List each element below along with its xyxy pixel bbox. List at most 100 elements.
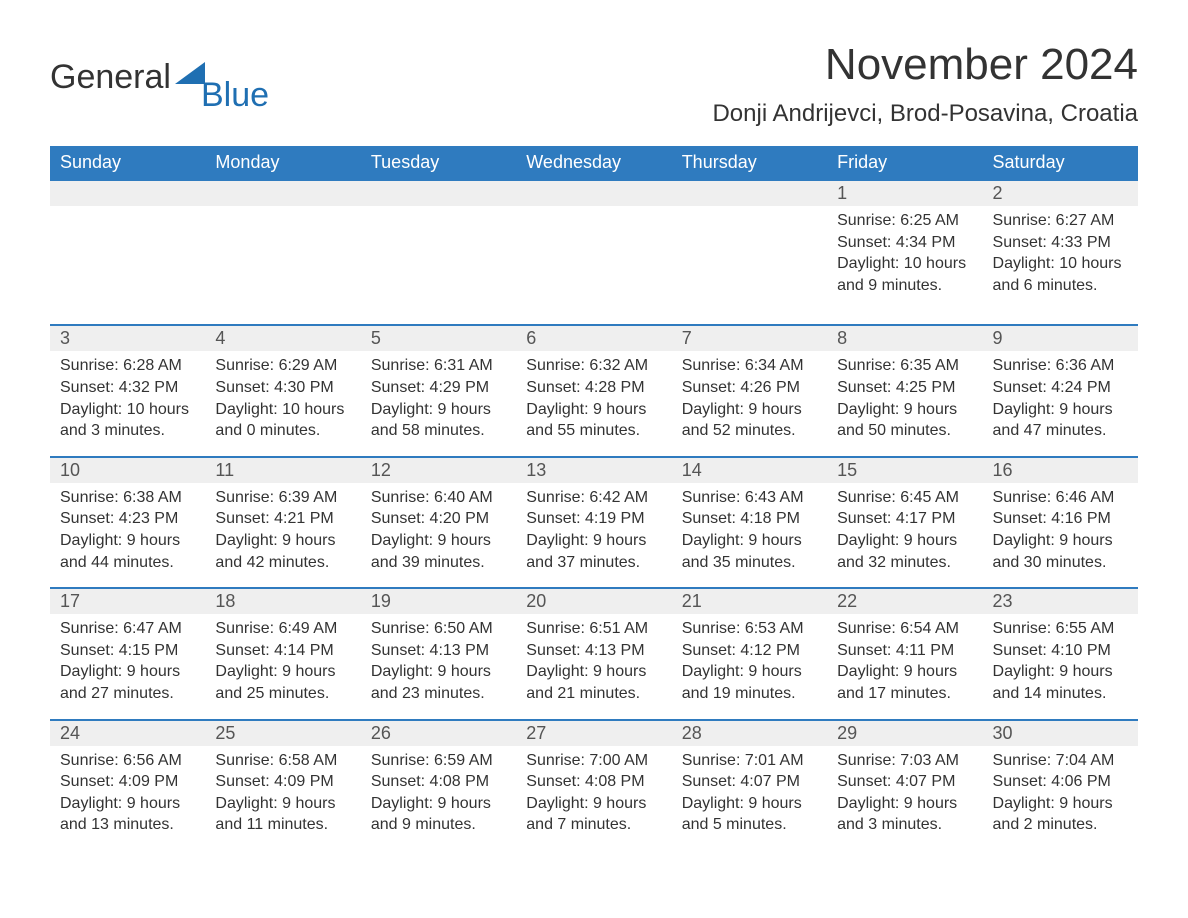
day-number-cell: 25 — [205, 720, 360, 746]
day-body-cell: Sunrise: 6:53 AMSunset: 4:12 PMDaylight:… — [672, 614, 827, 719]
day-number-cell: 27 — [516, 720, 671, 746]
day-body-cell: Sunrise: 6:59 AMSunset: 4:08 PMDaylight:… — [361, 746, 516, 850]
daylight-line: Daylight: 9 hours and 14 minutes. — [993, 661, 1128, 704]
day-body-cell: Sunrise: 6:43 AMSunset: 4:18 PMDaylight:… — [672, 483, 827, 588]
day-body-cell — [361, 206, 516, 325]
daylight-line: Daylight: 9 hours and 37 minutes. — [526, 530, 661, 573]
sunrise-line: Sunrise: 6:59 AM — [371, 750, 506, 772]
sunrise-line: Sunrise: 6:25 AM — [837, 210, 972, 232]
logo: General Blue — [50, 60, 273, 94]
sunrise-line: Sunrise: 7:03 AM — [837, 750, 972, 772]
day-number-cell: 29 — [827, 720, 982, 746]
sunrise-line: Sunrise: 6:54 AM — [837, 618, 972, 640]
sunset-line: Sunset: 4:19 PM — [526, 508, 661, 530]
day-body-cell: Sunrise: 6:38 AMSunset: 4:23 PMDaylight:… — [50, 483, 205, 588]
sunrise-line: Sunrise: 6:32 AM — [526, 355, 661, 377]
day-body-cell: Sunrise: 6:32 AMSunset: 4:28 PMDaylight:… — [516, 351, 671, 456]
sunset-line: Sunset: 4:25 PM — [837, 377, 972, 399]
sunrise-line: Sunrise: 6:31 AM — [371, 355, 506, 377]
sunrise-line: Sunrise: 6:49 AM — [215, 618, 350, 640]
daylight-line: Daylight: 9 hours and 21 minutes. — [526, 661, 661, 704]
day-number-cell: 3 — [50, 325, 205, 351]
weekday-header-row: Sunday Monday Tuesday Wednesday Thursday… — [50, 146, 1138, 180]
sunrise-line: Sunrise: 6:47 AM — [60, 618, 195, 640]
daylight-line: Daylight: 9 hours and 30 minutes. — [993, 530, 1128, 573]
sunrise-line: Sunrise: 7:04 AM — [993, 750, 1128, 772]
sunset-line: Sunset: 4:15 PM — [60, 640, 195, 662]
day-body-cell: Sunrise: 6:31 AMSunset: 4:29 PMDaylight:… — [361, 351, 516, 456]
day-body-cell: Sunrise: 6:36 AMSunset: 4:24 PMDaylight:… — [983, 351, 1138, 456]
day-body-cell — [672, 206, 827, 325]
month-title: November 2024 — [712, 40, 1138, 90]
sunrise-line: Sunrise: 6:40 AM — [371, 487, 506, 509]
day-body-cell — [50, 206, 205, 325]
sunrise-line: Sunrise: 6:27 AM — [993, 210, 1128, 232]
day-body-cell — [205, 206, 360, 325]
day-number-cell: 19 — [361, 588, 516, 614]
daylight-line: Daylight: 9 hours and 55 minutes. — [526, 399, 661, 442]
day-body-cell — [516, 206, 671, 325]
sunrise-line: Sunrise: 6:28 AM — [60, 355, 195, 377]
day-number-cell: 10 — [50, 457, 205, 483]
sunset-line: Sunset: 4:24 PM — [993, 377, 1128, 399]
day-number-cell: 28 — [672, 720, 827, 746]
day-number-cell: 20 — [516, 588, 671, 614]
sunset-line: Sunset: 4:29 PM — [371, 377, 506, 399]
sunset-line: Sunset: 4:17 PM — [837, 508, 972, 530]
sunset-line: Sunset: 4:11 PM — [837, 640, 972, 662]
weekday-header: Thursday — [672, 146, 827, 180]
daylight-line: Daylight: 9 hours and 52 minutes. — [682, 399, 817, 442]
day-number-cell: 21 — [672, 588, 827, 614]
week-body-row: Sunrise: 6:25 AMSunset: 4:34 PMDaylight:… — [50, 206, 1138, 325]
sunrise-line: Sunrise: 6:38 AM — [60, 487, 195, 509]
week-body-row: Sunrise: 6:28 AMSunset: 4:32 PMDaylight:… — [50, 351, 1138, 456]
day-body-cell: Sunrise: 7:04 AMSunset: 4:06 PMDaylight:… — [983, 746, 1138, 850]
sunset-line: Sunset: 4:21 PM — [215, 508, 350, 530]
sunrise-line: Sunrise: 6:50 AM — [371, 618, 506, 640]
week-daynum-row: 3456789 — [50, 325, 1138, 351]
sunrise-line: Sunrise: 6:51 AM — [526, 618, 661, 640]
day-body-cell: Sunrise: 6:34 AMSunset: 4:26 PMDaylight:… — [672, 351, 827, 456]
daylight-line: Daylight: 9 hours and 11 minutes. — [215, 793, 350, 836]
day-body-cell: Sunrise: 6:50 AMSunset: 4:13 PMDaylight:… — [361, 614, 516, 719]
day-body-cell: Sunrise: 6:28 AMSunset: 4:32 PMDaylight:… — [50, 351, 205, 456]
day-body-cell: Sunrise: 6:42 AMSunset: 4:19 PMDaylight:… — [516, 483, 671, 588]
day-body-cell: Sunrise: 7:00 AMSunset: 4:08 PMDaylight:… — [516, 746, 671, 850]
weekday-header: Saturday — [983, 146, 1138, 180]
day-number-cell: 7 — [672, 325, 827, 351]
week-daynum-row: 17181920212223 — [50, 588, 1138, 614]
day-number-cell: 24 — [50, 720, 205, 746]
day-number-cell: 9 — [983, 325, 1138, 351]
sunrise-line: Sunrise: 7:00 AM — [526, 750, 661, 772]
weekday-header: Friday — [827, 146, 982, 180]
sunset-line: Sunset: 4:16 PM — [993, 508, 1128, 530]
day-number-cell — [672, 180, 827, 206]
daylight-line: Daylight: 9 hours and 25 minutes. — [215, 661, 350, 704]
sunset-line: Sunset: 4:13 PM — [371, 640, 506, 662]
day-body-cell: Sunrise: 6:25 AMSunset: 4:34 PMDaylight:… — [827, 206, 982, 325]
sunset-line: Sunset: 4:30 PM — [215, 377, 350, 399]
header: General Blue November 2024 Donji Andrije… — [50, 40, 1138, 128]
sunset-line: Sunset: 4:34 PM — [837, 232, 972, 254]
day-body-cell: Sunrise: 7:01 AMSunset: 4:07 PMDaylight:… — [672, 746, 827, 850]
daylight-line: Daylight: 9 hours and 47 minutes. — [993, 399, 1128, 442]
day-number-cell: 2 — [983, 180, 1138, 206]
day-number-cell — [205, 180, 360, 206]
day-number-cell: 16 — [983, 457, 1138, 483]
sunset-line: Sunset: 4:18 PM — [682, 508, 817, 530]
day-body-cell: Sunrise: 6:39 AMSunset: 4:21 PMDaylight:… — [205, 483, 360, 588]
daylight-line: Daylight: 9 hours and 9 minutes. — [371, 793, 506, 836]
daylight-line: Daylight: 10 hours and 3 minutes. — [60, 399, 195, 442]
sunrise-line: Sunrise: 6:53 AM — [682, 618, 817, 640]
day-body-cell: Sunrise: 7:03 AMSunset: 4:07 PMDaylight:… — [827, 746, 982, 850]
sunset-line: Sunset: 4:10 PM — [993, 640, 1128, 662]
sunrise-line: Sunrise: 6:42 AM — [526, 487, 661, 509]
week-daynum-row: 24252627282930 — [50, 720, 1138, 746]
sunrise-line: Sunrise: 6:56 AM — [60, 750, 195, 772]
sunset-line: Sunset: 4:09 PM — [60, 771, 195, 793]
weekday-header: Tuesday — [361, 146, 516, 180]
sunrise-line: Sunrise: 6:35 AM — [837, 355, 972, 377]
sunset-line: Sunset: 4:07 PM — [682, 771, 817, 793]
day-number-cell: 5 — [361, 325, 516, 351]
day-body-cell: Sunrise: 6:45 AMSunset: 4:17 PMDaylight:… — [827, 483, 982, 588]
